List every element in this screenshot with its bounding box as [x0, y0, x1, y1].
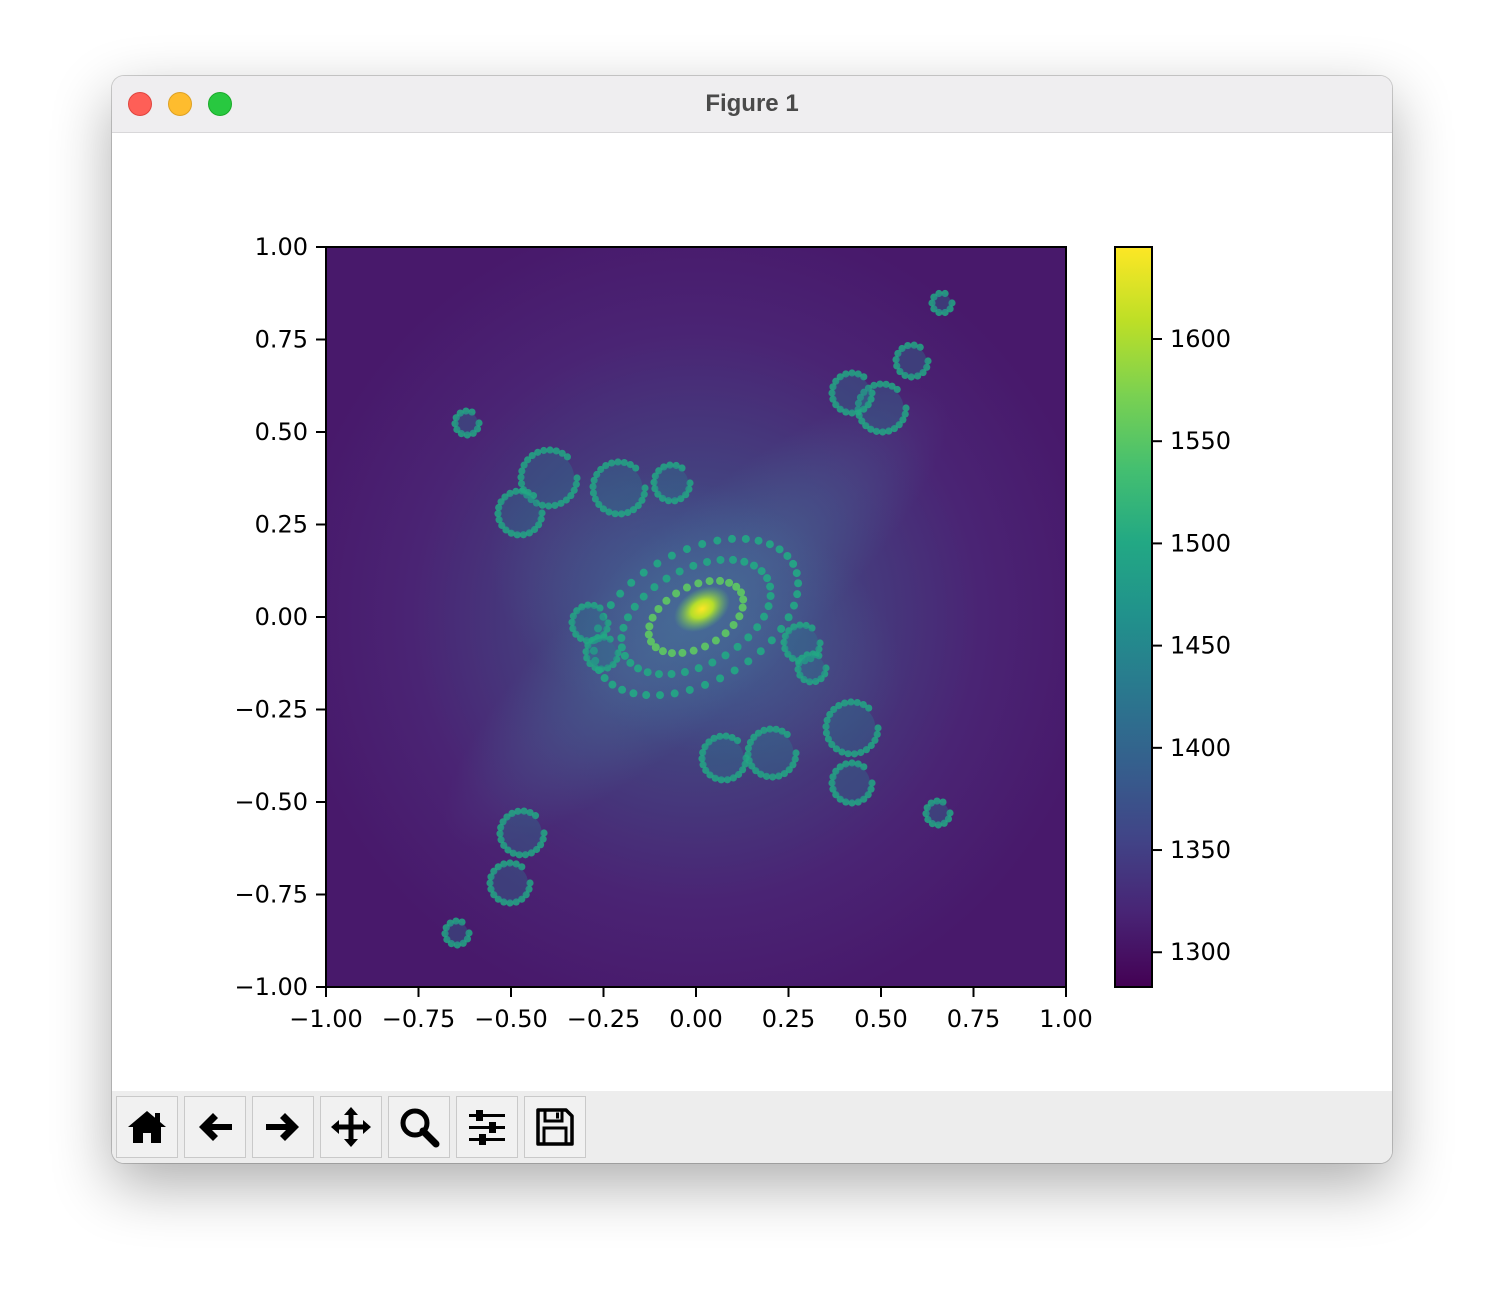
arrow-right-icon [266, 1113, 299, 1141]
magnifier-icon [400, 1108, 440, 1148]
y-tick-label: −0.75 [234, 881, 308, 909]
x-tick-label: 0.00 [669, 1005, 722, 1033]
title-bar: Figure 1 [112, 76, 1392, 133]
floppy-disk-icon [536, 1108, 574, 1146]
colorbar-frame [1114, 246, 1153, 988]
colorbar-tick-label: 1450 [1170, 632, 1231, 660]
x-tick-label: 1.00 [1039, 1005, 1092, 1033]
configure-subplots-button[interactable] [456, 1096, 518, 1158]
x-tick-label: −1.00 [289, 1005, 363, 1033]
window-title: Figure 1 [705, 90, 799, 117]
y-tick-label: 0.75 [255, 326, 308, 354]
y-tick-label: 0.25 [255, 511, 308, 539]
pan-button[interactable] [320, 1096, 382, 1158]
x-tick-label: −0.75 [382, 1005, 456, 1033]
x-tick-label: −0.25 [567, 1005, 641, 1033]
y-axis: 1.00 0.75 0.50 0.25 0.00 −0.25 −0.50 −0.75 −1.00 [234, 233, 326, 1001]
colorbar-tick-label: 1300 [1170, 938, 1231, 966]
colorbar [1115, 247, 1152, 987]
back-button[interactable] [184, 1096, 246, 1158]
x-axis: −1.00 −0.75 −0.50 −0.25 0.00 0.25 0.50 0.75 1.00 [289, 987, 1093, 1033]
colorbar-axis: 1300 1350 1400 1450 1500 1550 1600 [1152, 325, 1231, 966]
heatmap-image [326, 247, 1066, 987]
zoom-rect-button[interactable] [388, 1096, 450, 1158]
x-tick-label: 0.50 [854, 1005, 907, 1033]
arrow-left-icon [199, 1113, 232, 1141]
y-tick-label: −0.50 [234, 788, 308, 816]
home-icon [128, 1111, 166, 1143]
minimize-button[interactable] [168, 92, 192, 116]
x-tick-label: 0.75 [947, 1005, 1000, 1033]
y-tick-label: 1.00 [255, 233, 308, 261]
colorbar-tick-label: 1600 [1170, 325, 1231, 353]
figure-canvas[interactable]: −1.00 −0.75 −0.50 −0.25 0.00 0.25 0.50 0.75 1.00… [112, 133, 1392, 1091]
y-tick-label: 0.50 [255, 418, 308, 446]
colorbar-tick-label: 1350 [1170, 836, 1231, 864]
close-button[interactable] [128, 92, 152, 116]
colorbar-tick-label: 1500 [1170, 529, 1231, 557]
y-tick-label: 0.00 [255, 603, 308, 631]
plot: −1.00 −0.75 −0.50 −0.25 0.00 0.25 0.50 0.75 1.00… [234, 233, 1231, 1033]
zoom-window-button[interactable] [208, 92, 232, 116]
x-tick-label: −0.50 [474, 1005, 548, 1033]
y-tick-label: −1.00 [234, 973, 308, 1001]
x-tick-label: 0.25 [762, 1005, 815, 1033]
y-tick-label: −0.25 [234, 696, 308, 724]
move-icon [331, 1107, 371, 1147]
navigation-toolbar [112, 1091, 1392, 1163]
figure-window: Figure 1 [112, 76, 1392, 1163]
colorbar-tick-label: 1550 [1170, 427, 1231, 455]
forward-button[interactable] [252, 1096, 314, 1158]
sliders-icon [469, 1110, 505, 1145]
home-button[interactable] [116, 1096, 178, 1158]
save-figure-button[interactable] [524, 1096, 586, 1158]
colorbar-tick-label: 1400 [1170, 734, 1231, 762]
